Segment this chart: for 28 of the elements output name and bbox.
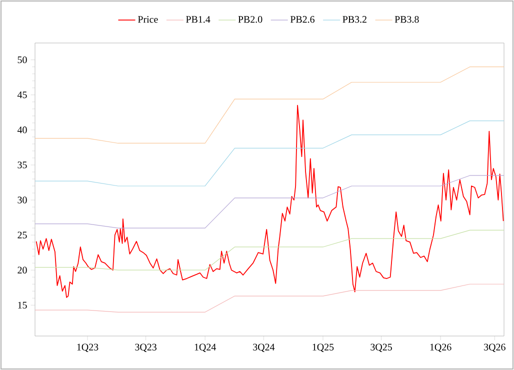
x-tick-label: 3Q24 xyxy=(253,344,275,352)
x-tick-label: 1Q26 xyxy=(430,344,452,352)
x-tick-label: 3Q23 xyxy=(135,344,156,352)
y-tick-label: 45 xyxy=(17,92,27,98)
y-tick-label: 30 xyxy=(18,196,27,204)
legend-label: PB1.4 xyxy=(186,16,210,23)
line-series xyxy=(35,175,504,228)
legend-label: PB2.0 xyxy=(238,16,262,23)
line-series xyxy=(35,230,504,270)
x-tick-label: 3Q26 xyxy=(484,344,506,352)
line-series xyxy=(35,120,504,186)
line-series xyxy=(36,104,504,298)
y-tick-label: 40 xyxy=(17,126,27,134)
x-tick-label: 3Q25 xyxy=(370,344,392,352)
y-tick-label: 50 xyxy=(18,56,27,64)
legend-label: Price xyxy=(138,16,158,23)
legend-label: PB3.8 xyxy=(394,16,419,23)
line-series xyxy=(35,284,504,312)
y-tick-label: 20 xyxy=(18,266,27,274)
x-tick-label: 1Q25 xyxy=(312,344,334,352)
legend-label: PB2.6 xyxy=(290,16,314,23)
y-tick-label: 25 xyxy=(18,232,27,238)
y-tick-label: 35 xyxy=(18,162,27,168)
y-tick-label: 15 xyxy=(18,302,27,308)
x-tick-label: 1Q24 xyxy=(194,344,216,352)
legend-label: PB3.2 xyxy=(342,16,366,23)
line-series xyxy=(35,66,504,144)
x-tick-label: 1Q23 xyxy=(77,344,98,352)
